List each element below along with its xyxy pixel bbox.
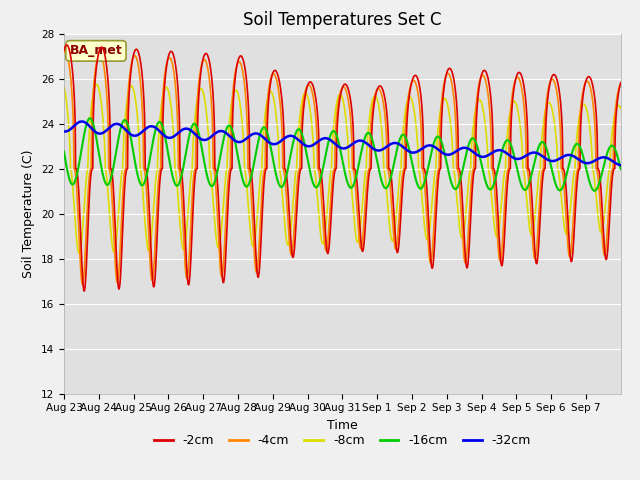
-2cm	[609, 168, 617, 174]
-16cm	[376, 172, 384, 178]
-2cm	[511, 83, 518, 88]
-4cm	[79, 282, 86, 288]
-32cm	[510, 156, 518, 161]
X-axis label: Time: Time	[327, 419, 358, 432]
Line: -16cm: -16cm	[64, 118, 621, 191]
-16cm	[236, 165, 244, 171]
-2cm	[236, 53, 244, 59]
-4cm	[617, 81, 625, 87]
-32cm	[542, 156, 550, 161]
Y-axis label: Soil Temperature (C): Soil Temperature (C)	[22, 149, 35, 278]
-16cm	[510, 153, 518, 159]
-2cm	[60, 48, 68, 53]
-16cm	[617, 167, 625, 172]
-32cm	[617, 162, 625, 168]
-16cm	[609, 144, 617, 149]
-8cm	[76, 251, 83, 256]
-8cm	[617, 106, 625, 111]
-32cm	[78, 119, 86, 124]
-2cm	[542, 123, 550, 129]
-32cm	[116, 122, 124, 128]
-4cm	[60, 49, 68, 55]
-4cm	[236, 60, 244, 66]
-32cm	[376, 147, 384, 153]
-2cm	[63, 42, 70, 48]
Text: BA_met: BA_met	[70, 44, 122, 58]
-2cm	[116, 279, 124, 285]
-8cm	[511, 98, 518, 104]
-32cm	[609, 158, 617, 164]
-2cm	[80, 288, 88, 294]
Legend: -2cm, -4cm, -8cm, -16cm, -32cm: -2cm, -4cm, -8cm, -16cm, -32cm	[149, 429, 536, 452]
-2cm	[376, 83, 384, 89]
-2cm	[617, 80, 625, 85]
-16cm	[591, 188, 598, 193]
-4cm	[376, 88, 384, 94]
-16cm	[86, 115, 93, 121]
-4cm	[116, 248, 124, 253]
-32cm	[60, 129, 68, 134]
-8cm	[93, 82, 100, 87]
-8cm	[542, 106, 550, 112]
-8cm	[376, 113, 384, 119]
-16cm	[542, 144, 550, 149]
-8cm	[236, 103, 244, 108]
-16cm	[116, 129, 124, 134]
-8cm	[116, 188, 124, 193]
-4cm	[609, 149, 617, 155]
-16cm	[60, 149, 68, 155]
Line: -8cm: -8cm	[64, 84, 621, 253]
-8cm	[609, 120, 617, 126]
-8cm	[60, 84, 68, 90]
-4cm	[542, 104, 550, 109]
-32cm	[236, 139, 244, 145]
-4cm	[61, 49, 69, 55]
Line: -4cm: -4cm	[64, 52, 621, 285]
Line: -2cm: -2cm	[64, 45, 621, 291]
-4cm	[511, 80, 518, 86]
Title: Soil Temperatures Set C: Soil Temperatures Set C	[243, 11, 442, 29]
Line: -32cm: -32cm	[64, 121, 621, 165]
